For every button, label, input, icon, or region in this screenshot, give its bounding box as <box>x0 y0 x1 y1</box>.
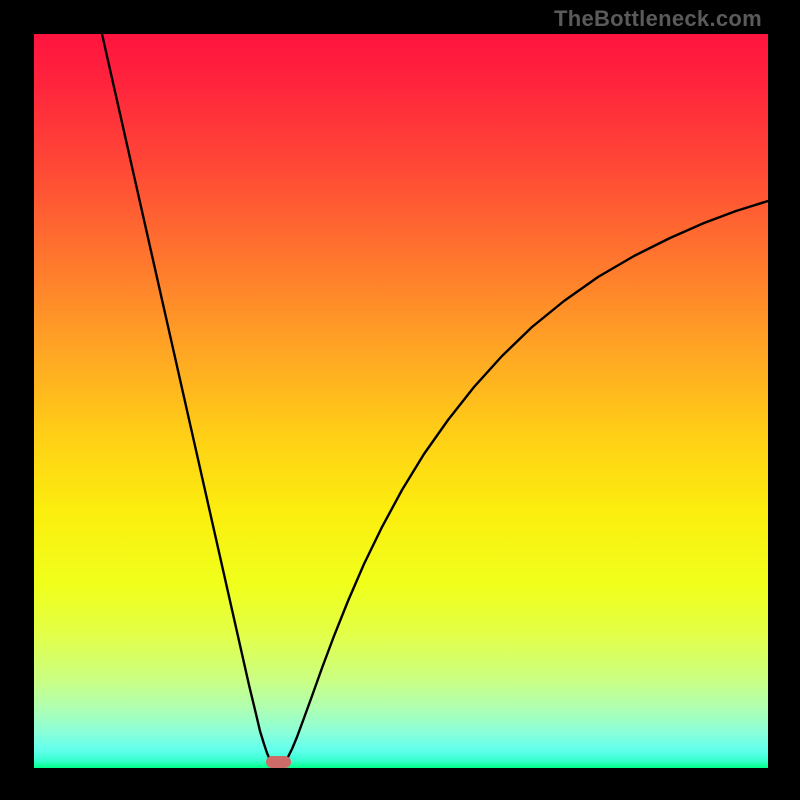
bottleneck-curve <box>102 34 768 767</box>
chart-plot-area <box>34 34 768 768</box>
attribution-text: TheBottleneck.com <box>554 6 762 32</box>
bottleneck-marker <box>266 756 291 768</box>
curve-layer <box>34 34 768 768</box>
